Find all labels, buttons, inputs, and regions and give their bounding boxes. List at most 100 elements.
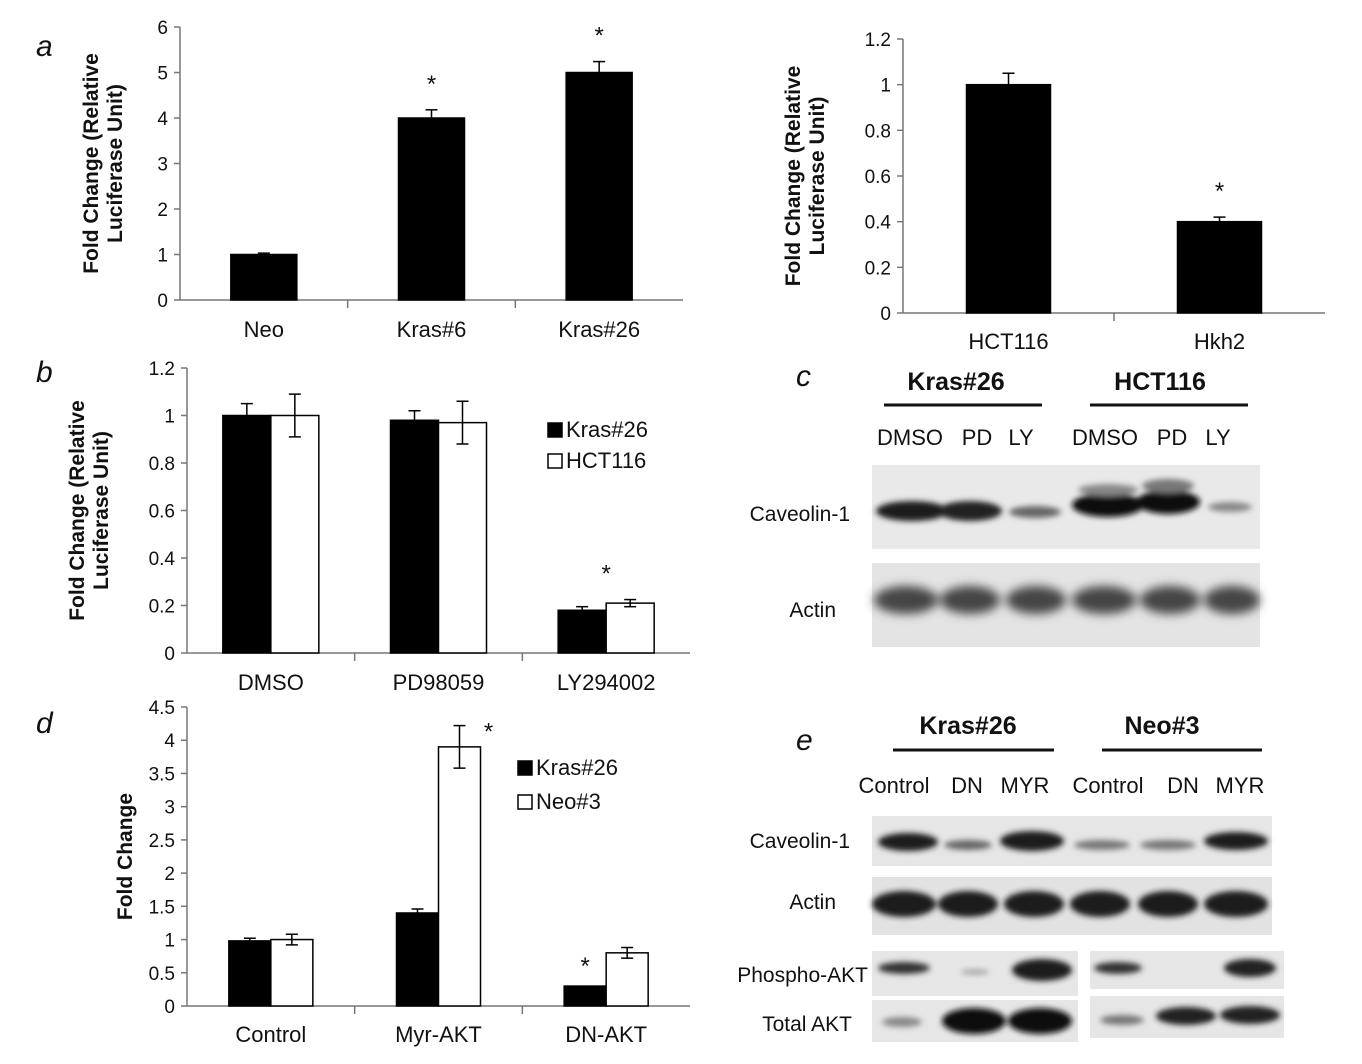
panel-letter-c: c bbox=[796, 360, 811, 393]
bar bbox=[228, 940, 272, 1007]
blot-e-bands-actin bbox=[872, 891, 1268, 917]
category-label: DMSO bbox=[238, 670, 304, 695]
y-axis-label: Luciferase Unit) bbox=[90, 431, 113, 590]
significance-star: * bbox=[427, 71, 436, 98]
legend-swatch bbox=[517, 760, 533, 776]
bar bbox=[437, 746, 482, 1007]
y-tick-label: 0 bbox=[164, 644, 175, 665]
blot-e-row-label: Phospho-AKT bbox=[737, 964, 868, 987]
category-label: DN-AKT bbox=[565, 1022, 647, 1047]
blot-e-lane-label: MYR bbox=[1216, 773, 1265, 798]
blot-e-lane-label: Control bbox=[859, 773, 930, 798]
panel-letter-b: b bbox=[36, 356, 53, 389]
category-label: Hkh2 bbox=[1194, 329, 1245, 354]
y-tick-label: 0.4 bbox=[865, 213, 892, 234]
blot-e-group-label: Neo#3 bbox=[1124, 712, 1199, 740]
bar bbox=[563, 985, 607, 1007]
y-tick-label: 0.8 bbox=[149, 454, 175, 475]
category-label: HCT116 bbox=[968, 329, 1048, 354]
y-tick-label: 0 bbox=[164, 997, 175, 1018]
blot-c-lane-label: PD bbox=[1157, 425, 1188, 450]
chart-b: 0 0.2 0.4 0.6 0.8 1 1.2 Fold Change (Relative Lu… bbox=[66, 359, 690, 695]
y-axis-label: Luciferase Unit) bbox=[104, 84, 127, 243]
y-tick-label: 4 bbox=[157, 109, 168, 130]
panel-letter-d: d bbox=[36, 707, 54, 740]
chart-d: 0 0.5 1 1.5 2 2.5 3 3.5 4 4.5 Fold Change Control My… bbox=[114, 698, 690, 1047]
significance-star: * bbox=[580, 953, 589, 980]
y-tick-label: 0.8 bbox=[865, 121, 891, 142]
blot-c-bands-caveolin bbox=[876, 479, 1252, 521]
blot-c-lane-label: PD bbox=[962, 425, 993, 450]
y-tick-label: 3.5 bbox=[149, 764, 175, 785]
blot-e-row-label: Actin bbox=[789, 891, 836, 914]
bar bbox=[565, 71, 633, 301]
blot-e-bands-total bbox=[882, 1006, 1280, 1034]
y-tick-label: 2 bbox=[164, 864, 175, 885]
y-axis-label: Fold Change (Relative bbox=[782, 66, 805, 287]
blot-c-lane-label: DMSO bbox=[877, 425, 943, 450]
y-tick-label: 0.2 bbox=[149, 597, 175, 618]
y-tick-label: 0 bbox=[157, 291, 168, 312]
chart-a-right: 0 0.2 0.4 0.6 0.8 1 1.2 Fold Change (Relative Lu… bbox=[782, 30, 1325, 354]
legend-label: Kras#26 bbox=[566, 417, 648, 442]
y-tick-label: 0.4 bbox=[149, 549, 176, 570]
bar bbox=[605, 602, 655, 654]
y-tick-label: 1 bbox=[164, 931, 175, 952]
blot-e-lane-label: DN bbox=[951, 773, 983, 798]
blot-e-row-label: Total AKT bbox=[762, 1013, 852, 1036]
bar bbox=[437, 421, 488, 654]
blot-e-lane-label: DN bbox=[1167, 773, 1199, 798]
blot-e-lane-label: Control bbox=[1073, 773, 1144, 798]
western-blot-c: Kras#26 HCT116 DMSO PD LY DMSO PD LY Cav… bbox=[750, 368, 1260, 647]
legend-label: HCT116 bbox=[566, 448, 646, 473]
bar bbox=[230, 253, 298, 301]
y-tick-label: 2 bbox=[157, 200, 168, 221]
significance-star: * bbox=[601, 561, 610, 588]
y-tick-label: 1 bbox=[880, 76, 891, 97]
y-tick-label: 0.5 bbox=[149, 964, 175, 985]
blot-c-row-label: Caveolin-1 bbox=[750, 503, 850, 526]
y-tick-label: 0 bbox=[880, 304, 891, 325]
bar bbox=[605, 952, 649, 1007]
y-tick-label: 5 bbox=[157, 64, 168, 85]
bar bbox=[270, 938, 314, 1007]
blot-c-group-label: HCT116 bbox=[1114, 368, 1206, 396]
blot-c-lane-label: LY bbox=[1008, 425, 1034, 450]
category-label: PD98059 bbox=[393, 670, 485, 695]
category-label: Kras#6 bbox=[397, 317, 467, 342]
significance-star: * bbox=[1215, 178, 1224, 205]
y-tick-label: 4 bbox=[164, 731, 175, 752]
blot-c-group-label: Kras#26 bbox=[907, 368, 1004, 396]
category-label: Kras#26 bbox=[558, 317, 640, 342]
y-tick-label: 6 bbox=[157, 18, 168, 39]
y-axis-label: Fold Change (Relative bbox=[66, 400, 89, 621]
legend-swatch bbox=[517, 794, 533, 810]
y-tick-label: 2.5 bbox=[149, 831, 175, 852]
blot-e-bands-caveolin bbox=[878, 831, 1268, 851]
y-tick-label: 1.2 bbox=[149, 359, 175, 380]
bar bbox=[965, 83, 1052, 314]
bar bbox=[395, 912, 440, 1007]
y-axis-label: Luciferase Unit) bbox=[806, 97, 829, 256]
y-tick-label: 1 bbox=[157, 246, 168, 267]
y-axis-label: Fold Change (Relative bbox=[80, 53, 103, 274]
panel-letter-e: e bbox=[796, 724, 813, 757]
blot-c-row-label: Actin bbox=[789, 599, 836, 622]
category-label: Neo bbox=[244, 317, 284, 342]
y-tick-label: 1 bbox=[164, 407, 175, 428]
y-tick-label: 3 bbox=[157, 155, 168, 176]
bar bbox=[389, 419, 440, 654]
significance-star: * bbox=[484, 719, 493, 746]
bar bbox=[397, 117, 466, 301]
blot-c-bands-actin bbox=[874, 586, 1260, 614]
blot-e-bands-phospho bbox=[878, 959, 1276, 981]
legend-swatch bbox=[547, 422, 563, 438]
y-axis-label: Fold Change bbox=[114, 793, 137, 920]
blot-e-row-label: Caveolin-1 bbox=[750, 830, 850, 853]
legend-label: Kras#26 bbox=[536, 755, 618, 780]
blot-c-lane-label: DMSO bbox=[1072, 425, 1138, 450]
blot-e-lane-label: MYR bbox=[1001, 773, 1050, 798]
y-tick-label: 0.2 bbox=[865, 258, 891, 279]
